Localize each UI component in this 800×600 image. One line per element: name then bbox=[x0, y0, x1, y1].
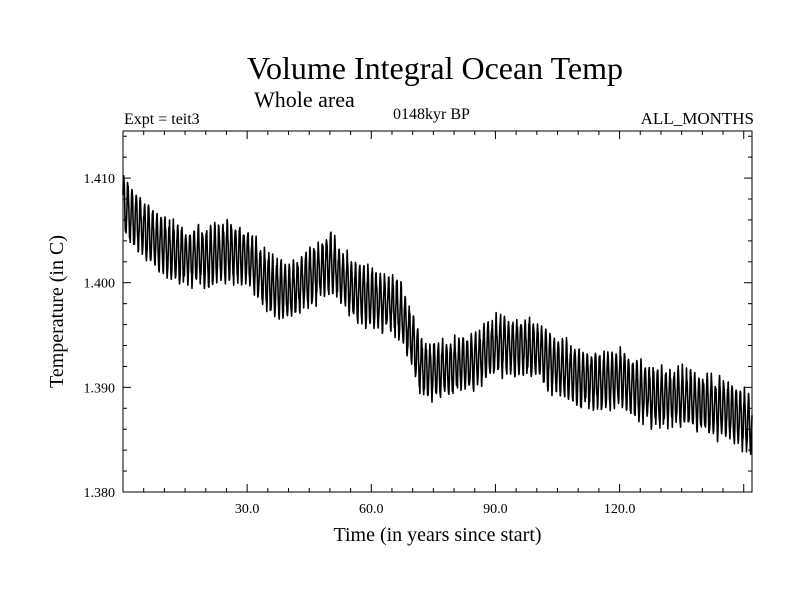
plot-marks bbox=[122, 175, 753, 456]
y-axis-label: Temperature (in C) bbox=[46, 235, 68, 388]
series-line bbox=[122, 175, 753, 456]
axis-ticks: 1.380 1.390 1.400 1.410 30.0 60.0 90.0 120.0 bbox=[84, 131, 752, 517]
x-tick-label: 90.0 bbox=[483, 502, 508, 517]
chart-title: Volume Integral Ocean Temp bbox=[246, 50, 623, 86]
x-tick-label: 120.0 bbox=[604, 502, 636, 517]
months-label: ALL_MONTHS bbox=[640, 109, 754, 128]
experiment-label: Expt = teit3 bbox=[124, 111, 200, 128]
y-tick-label: 1.400 bbox=[84, 277, 116, 292]
x-axis-label: Time (in years since start) bbox=[333, 524, 541, 546]
chart-subtitle: Whole area bbox=[254, 87, 355, 112]
y-tick-label: 1.390 bbox=[84, 381, 116, 396]
x-tick-label: 30.0 bbox=[235, 502, 260, 517]
y-tick-label: 1.410 bbox=[84, 172, 116, 187]
x-tick-label: 60.0 bbox=[359, 502, 384, 517]
plot-frame bbox=[122, 130, 753, 493]
y-tick-label: 1.380 bbox=[84, 486, 116, 501]
period-label: 0148kyr BP bbox=[393, 106, 470, 123]
